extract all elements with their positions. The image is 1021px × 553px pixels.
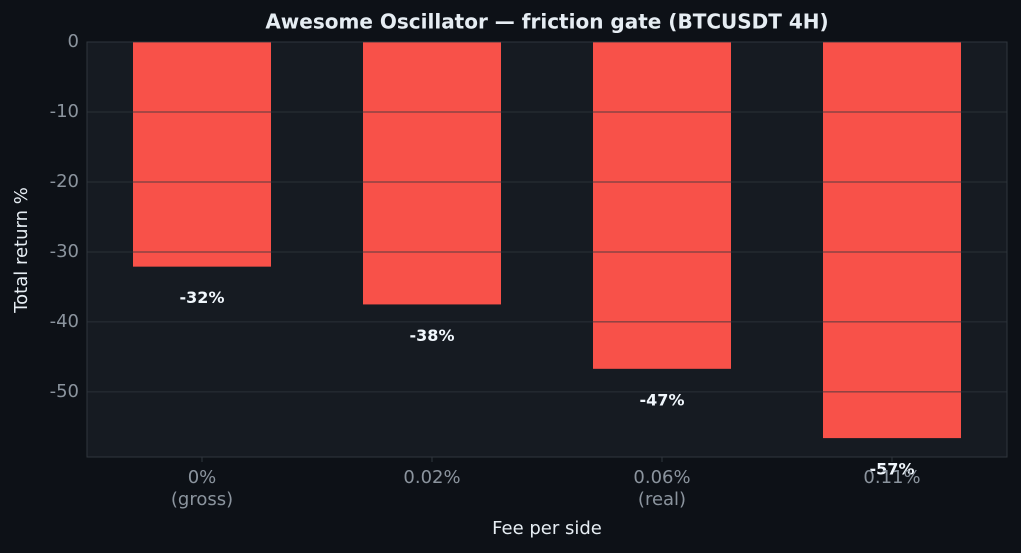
y-tick-label: -30 bbox=[50, 241, 79, 262]
y-tick-label: 0 bbox=[68, 31, 79, 52]
y-axis-label: Total return % bbox=[11, 187, 32, 314]
x-tick-label: 0.11% bbox=[863, 467, 921, 488]
bar bbox=[593, 42, 731, 369]
bar bbox=[823, 42, 961, 439]
value-label: -47% bbox=[640, 390, 685, 409]
y-tick-label: -10 bbox=[50, 101, 79, 122]
y-tick-label: -50 bbox=[50, 381, 79, 402]
x-tick-label: 0.02% bbox=[403, 467, 461, 488]
value-label: -38% bbox=[410, 326, 455, 345]
value-label: -57% bbox=[870, 460, 915, 479]
value-label: -32% bbox=[180, 288, 225, 307]
x-axis-label: Fee per side bbox=[492, 518, 602, 539]
chart-title: Awesome Oscillator — friction gate (BTCU… bbox=[265, 10, 828, 34]
y-tick-label: -40 bbox=[50, 311, 79, 332]
bar bbox=[133, 42, 271, 267]
bar bbox=[363, 42, 501, 305]
y-tick-label: -20 bbox=[50, 171, 79, 192]
x-tick-label: 0% (gross) bbox=[170, 467, 234, 510]
x-tick-label: 0.06% (real) bbox=[633, 467, 691, 510]
